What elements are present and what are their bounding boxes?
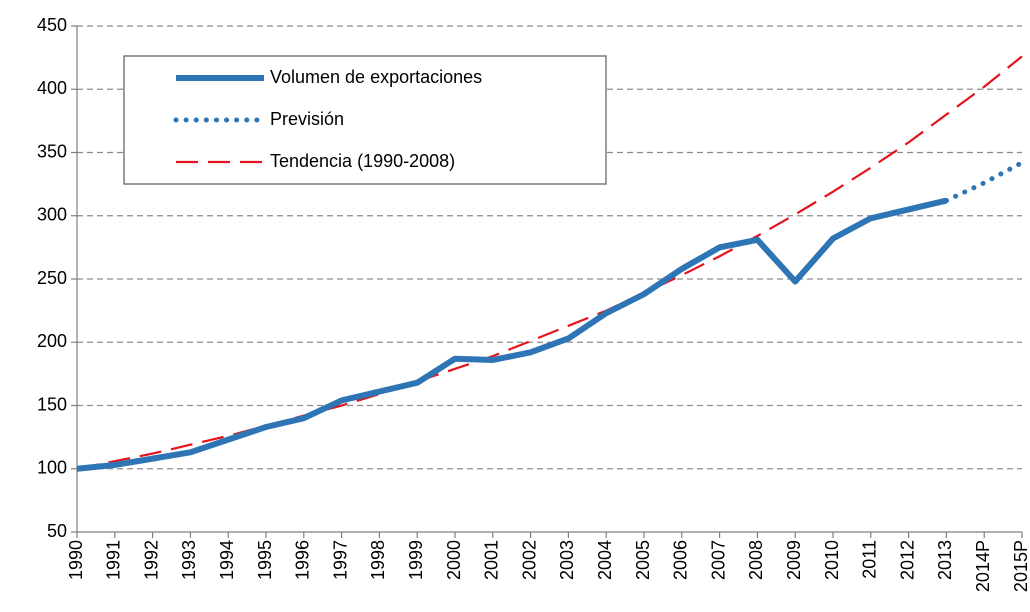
x-tick-label: 2014P <box>973 540 993 592</box>
y-tick-label: 450 <box>37 15 67 35</box>
y-tick-label: 400 <box>37 78 67 98</box>
x-tick-label: 1995 <box>255 540 275 580</box>
x-tick-label: 2001 <box>482 540 502 580</box>
x-tick-label: 2011 <box>860 540 880 579</box>
y-tick-label: 50 <box>47 521 67 541</box>
y-tick-label: 150 <box>37 394 67 414</box>
legend: Volumen de exportaciones Previsión Tendenc… <box>123 55 607 185</box>
y-tick-label: 100 <box>37 458 67 478</box>
y-tick-label: 250 <box>37 268 67 288</box>
x-tick-label: 2002 <box>519 540 539 580</box>
y-tick-label: 300 <box>37 205 67 225</box>
x-tick-label: 2010 <box>822 540 842 580</box>
x-tick-label: 1998 <box>368 540 388 580</box>
x-tick-label: 2009 <box>784 540 804 580</box>
y-tick-label: 350 <box>37 141 67 161</box>
x-tick-label: 1992 <box>141 540 161 580</box>
x-tick-label: 1994 <box>217 540 237 580</box>
grid: 50 100 150 200 250 300 350 400 450 1990 1991 1992 19… <box>37 15 1030 592</box>
x-tick-label: 2013 <box>935 540 955 580</box>
x-tick-label: 2003 <box>557 540 577 580</box>
x-tick-label: 2004 <box>595 540 615 580</box>
x-tick-label: 1991 <box>104 540 124 580</box>
x-tick-label: 2007 <box>708 540 728 580</box>
x-tick-label: 1990 <box>66 540 86 580</box>
x-tick-label: 1996 <box>293 540 313 580</box>
legend-label: Volumen de exportaciones <box>270 67 482 87</box>
x-tick-label: 2012 <box>897 540 917 580</box>
legend-label: Previsión <box>270 109 344 129</box>
x-tick-label: 2000 <box>444 540 464 580</box>
x-tick-label: 1997 <box>330 540 350 580</box>
y-tick-label: 200 <box>37 331 67 351</box>
series-line <box>76 55 1023 470</box>
x-tick-label: 1999 <box>406 540 426 580</box>
legend-label: Tendencia (1990-2008) <box>270 151 455 171</box>
lines <box>76 55 1025 472</box>
series-line <box>76 197 948 472</box>
x-tick-label: 2006 <box>671 540 691 580</box>
x-tick-label: 2008 <box>746 540 766 580</box>
series-line <box>943 160 1025 204</box>
x-tick-label: 1993 <box>179 540 199 580</box>
x-tick-label: 2015P <box>1011 540 1030 592</box>
x-tick-label: 2005 <box>633 540 653 580</box>
